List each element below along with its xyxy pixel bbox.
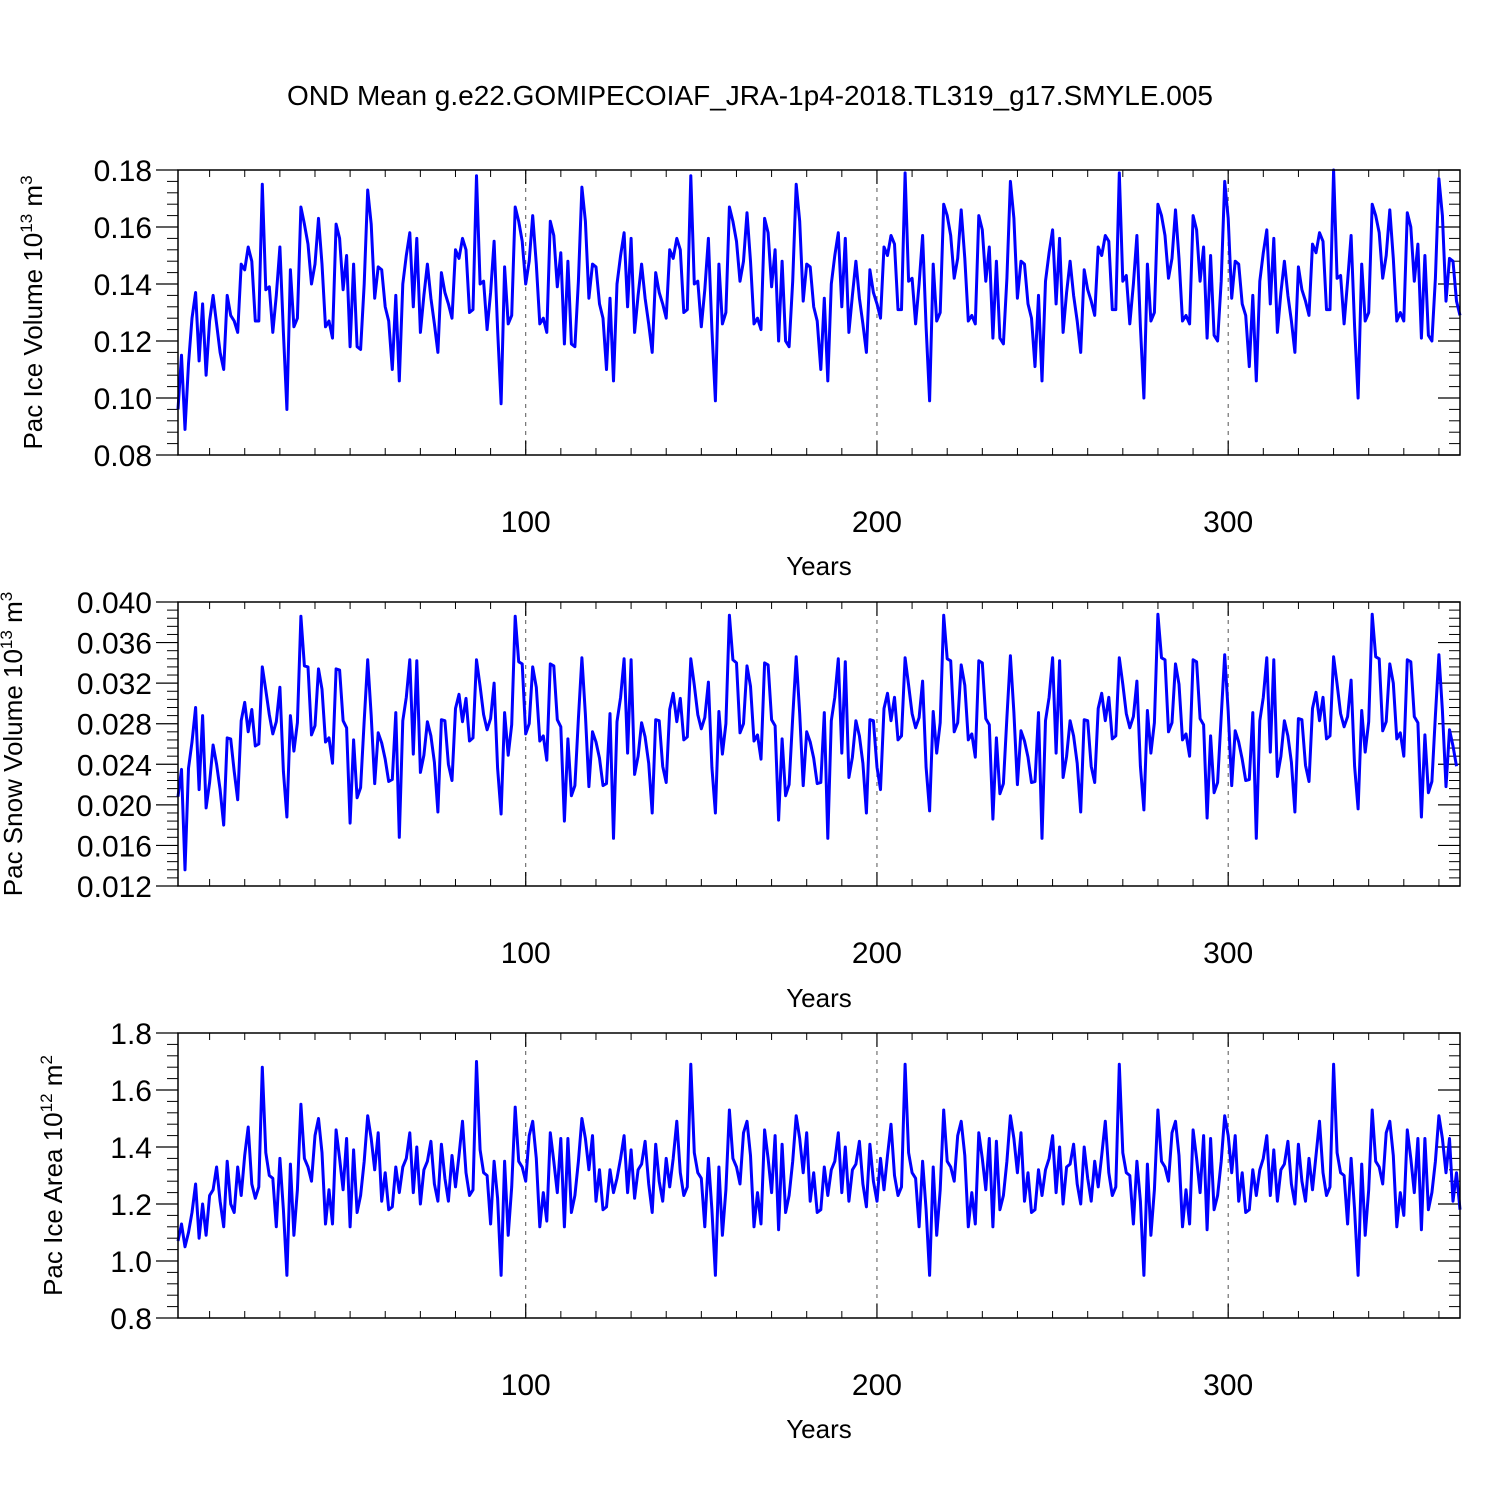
x-axis-label: Years	[786, 551, 852, 581]
x-tick-label: 300	[1203, 506, 1253, 539]
x-axis-label: Years	[786, 983, 852, 1013]
x-tick-label: 300	[1203, 937, 1253, 970]
y-tick-label: 0.12	[94, 326, 152, 359]
y-tick-label: 0.020	[77, 790, 152, 823]
y-tick-label: 0.10	[94, 383, 152, 416]
y-tick-label: 0.14	[94, 269, 152, 302]
panel-3: 100 200 300 0.8 1.0 1.2 1.4 1.6 1.8 Years Pac Ice …	[37, 1018, 1462, 1444]
x-tick-label: 200	[852, 1369, 902, 1402]
y-tick-label: 0.016	[77, 830, 152, 863]
x-tick-label: 300	[1203, 1369, 1253, 1402]
y-tick-label: 0.16	[94, 212, 152, 245]
y-tick-label: 0.032	[77, 668, 152, 701]
y-tick-label: 1.0	[110, 1246, 152, 1279]
y-axis-label: Pac Snow Volume 1013 m3	[0, 592, 28, 896]
y-tick-label: 0.08	[94, 440, 152, 473]
y-tick-label: 0.012	[77, 871, 152, 904]
x-axis-label: Years	[786, 1414, 852, 1444]
series-line	[176, 612, 1458, 872]
y-tick-label: 1.6	[110, 1075, 152, 1108]
y-tick-label: 0.036	[77, 628, 152, 661]
plot-frame	[177, 1032, 1461, 1319]
panel-2: 100 200 300 0.012 0.016 0.020 0.024 0.028 0.032 0…	[0, 587, 1461, 1013]
x-tick-label: 200	[852, 506, 902, 539]
y-tick-label: 1.2	[110, 1189, 152, 1222]
x-tick-label: 100	[501, 937, 551, 970]
y-tick-label: 1.4	[110, 1132, 152, 1165]
plot-frame	[177, 601, 1461, 887]
x-tick-label: 100	[501, 506, 551, 539]
series-line	[176, 1060, 1462, 1277]
y-tick-label: 0.024	[77, 749, 152, 782]
x-tick-label: 200	[852, 937, 902, 970]
x-tick-label: 100	[501, 1369, 551, 1402]
y-axis-label: Pac Ice Volume 1013 m3	[17, 175, 48, 449]
panel-1: 100 200 300 0.08 0.10 0.12 0.14 0.16 0.18 Years Pa…	[17, 155, 1462, 581]
y-axis-label: Pac Ice Area 1012 m2	[37, 1055, 68, 1296]
series-line	[176, 168, 1462, 431]
plot-frame	[177, 169, 1461, 456]
y-tick-label: 0.040	[77, 587, 152, 620]
y-tick-label: 0.18	[94, 155, 152, 188]
y-tick-label: 1.8	[110, 1018, 152, 1051]
y-tick-label: 0.8	[110, 1303, 152, 1336]
chart-title: OND Mean g.e22.GOMIPECOIAF_JRA-1p4-2018.…	[286, 80, 1214, 111]
y-tick-label: 0.028	[77, 709, 152, 742]
